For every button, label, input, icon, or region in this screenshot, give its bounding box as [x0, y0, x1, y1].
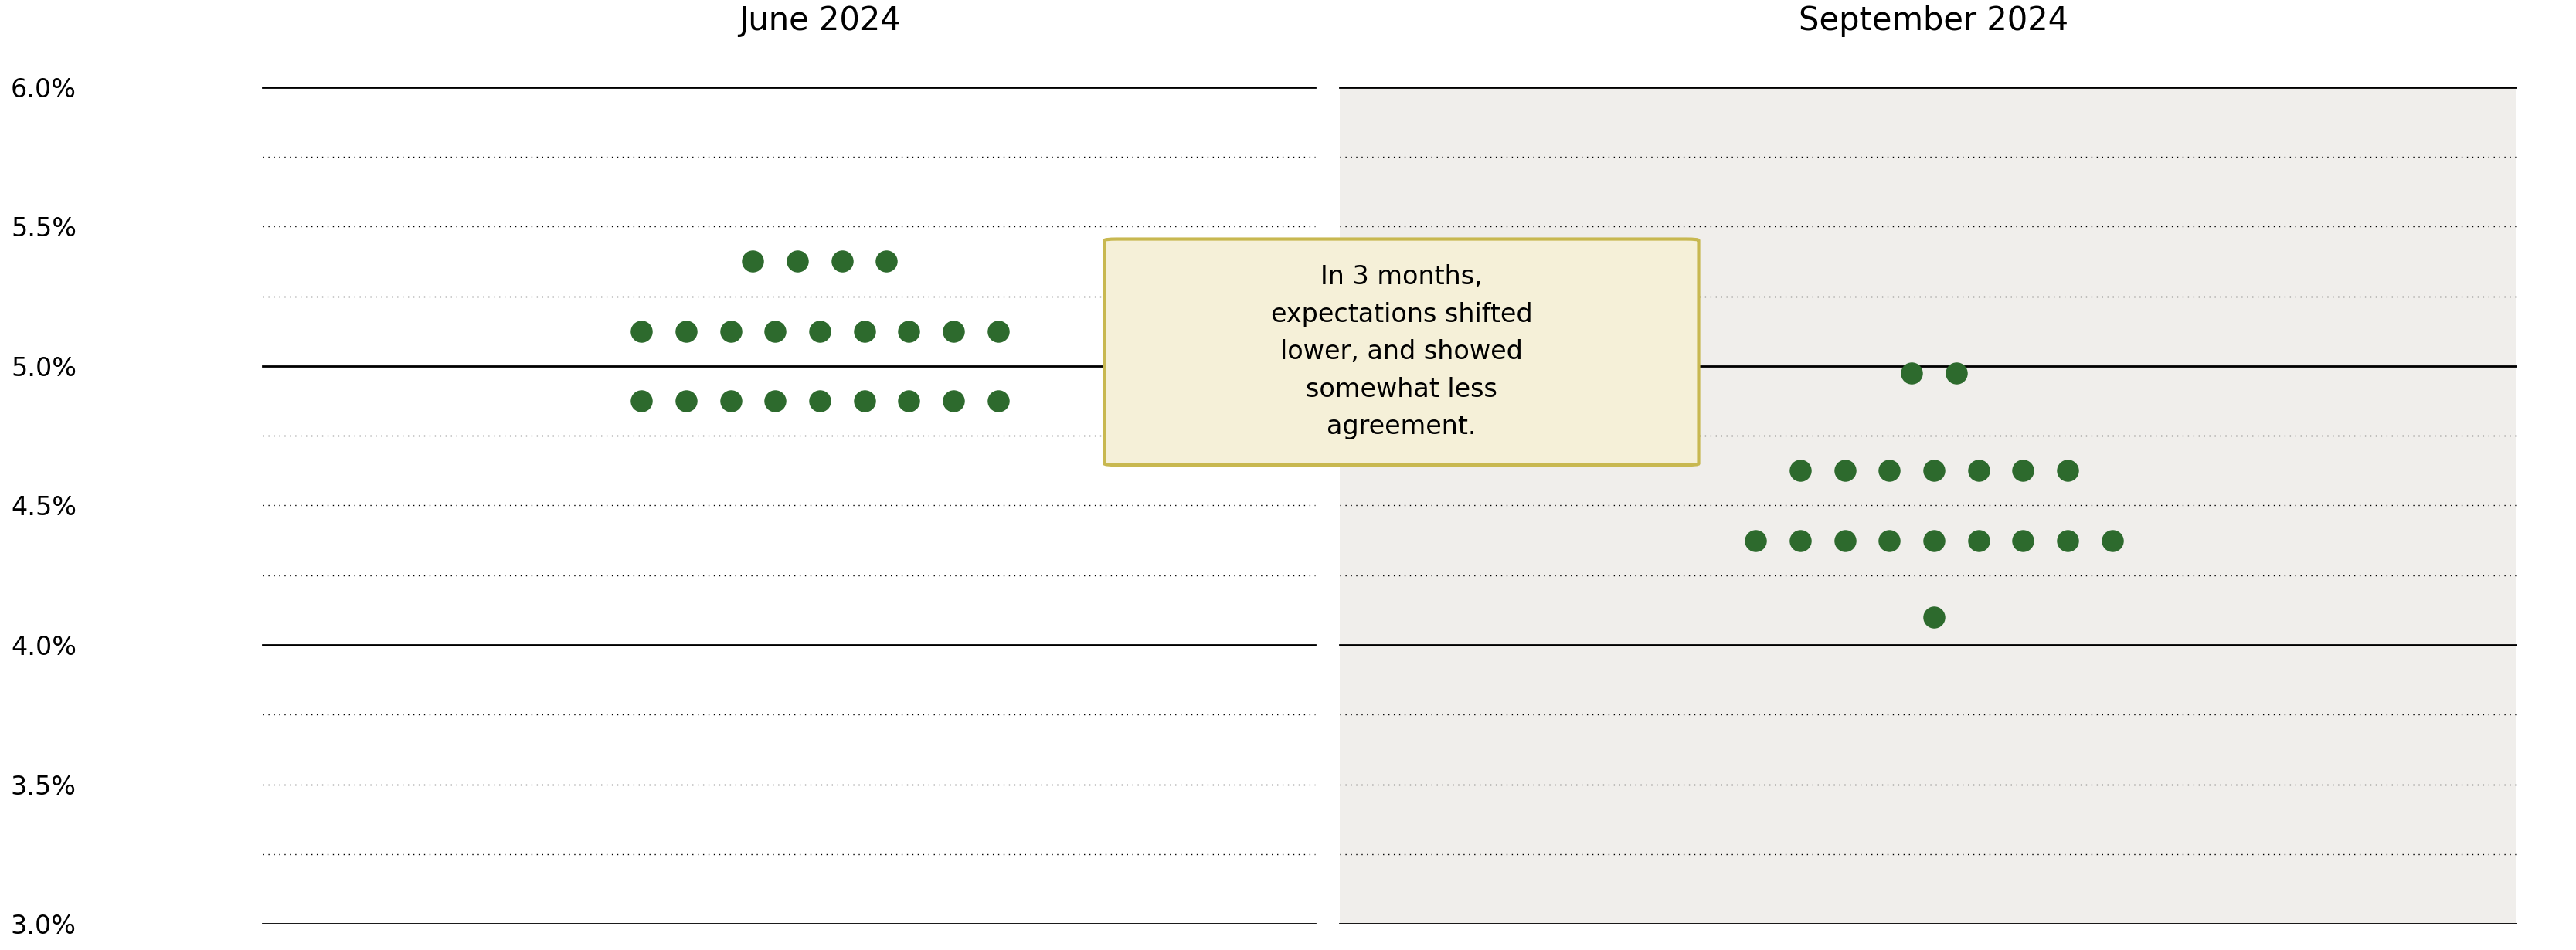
Point: [1868, 463, 1909, 478]
Point: [1914, 463, 1955, 478]
Point: [1780, 533, 1821, 548]
Text: September 2024: September 2024: [1798, 5, 2069, 37]
Point: [732, 254, 773, 269]
Point: [845, 393, 886, 408]
Point: [1824, 533, 1865, 548]
Point: [799, 324, 840, 339]
Point: [799, 393, 840, 408]
Point: [845, 324, 886, 339]
Point: [621, 393, 662, 408]
Point: [889, 393, 930, 408]
Point: [976, 324, 1018, 339]
Point: [822, 254, 863, 269]
Point: [1958, 463, 1999, 478]
Point: [665, 393, 706, 408]
Point: [866, 254, 907, 269]
Bar: [1340, 87, 2517, 923]
Point: [1824, 463, 1865, 478]
Point: [1914, 609, 1955, 624]
Point: [2092, 533, 2133, 548]
Point: [755, 393, 796, 408]
Point: [1736, 533, 1777, 548]
Point: [711, 393, 752, 408]
Text: June 2024: June 2024: [739, 5, 902, 37]
Point: [2048, 533, 2089, 548]
Point: [2048, 463, 2089, 478]
Point: [933, 393, 974, 408]
Point: [1780, 463, 1821, 478]
Point: [1868, 533, 1909, 548]
Point: [1891, 366, 1932, 381]
Point: [2002, 533, 2043, 548]
Point: [665, 324, 706, 339]
Point: [755, 324, 796, 339]
Point: [1935, 366, 1976, 381]
Point: [621, 324, 662, 339]
Point: [1958, 533, 1999, 548]
Point: [711, 324, 752, 339]
Point: [976, 393, 1018, 408]
Point: [933, 324, 974, 339]
FancyBboxPatch shape: [1105, 239, 1698, 465]
Point: [778, 254, 819, 269]
Point: [889, 324, 930, 339]
Point: [2002, 463, 2043, 478]
Point: [1914, 533, 1955, 548]
Text: In 3 months,
expectations shifted
lower, and showed
somewhat less
agreement.: In 3 months, expectations shifted lower,…: [1270, 264, 1533, 440]
